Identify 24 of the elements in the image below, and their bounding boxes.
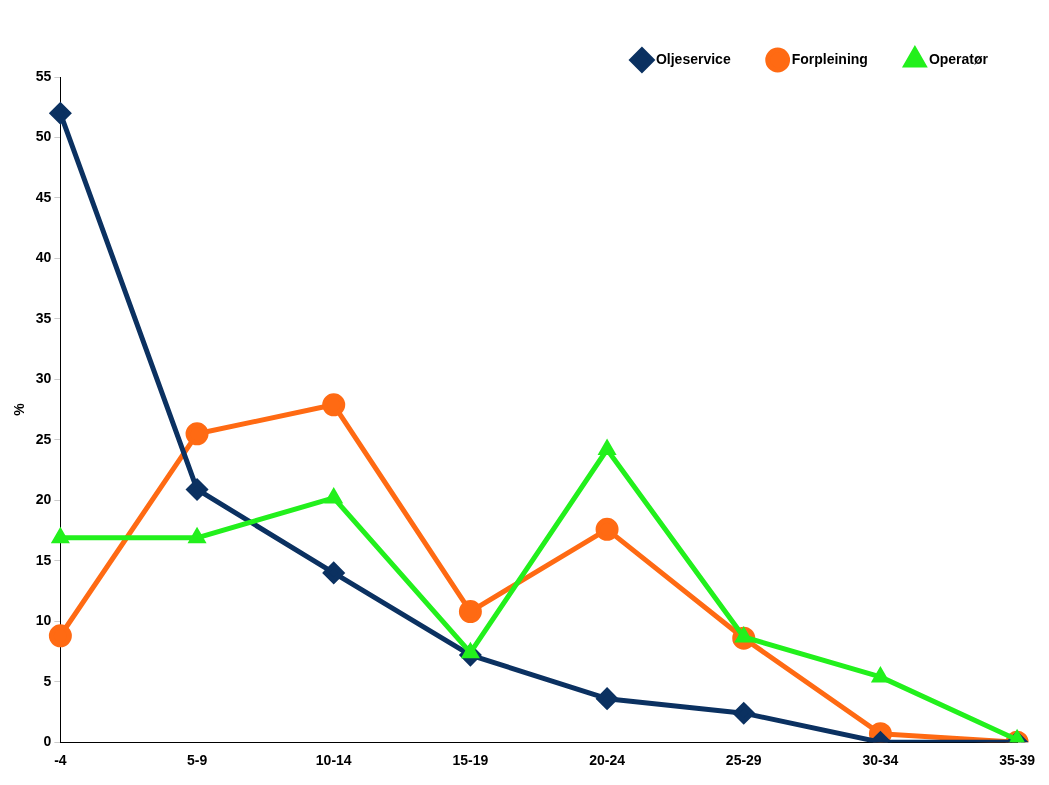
y-tick-label: 55 [35, 67, 52, 84]
legend-label: Forpleining [791, 50, 868, 67]
y-axis-title: % [11, 402, 28, 416]
y-tick-label: 10 [35, 612, 52, 629]
x-tick-label: 15-19 [452, 752, 489, 769]
y-tick-label: 40 [35, 249, 52, 266]
y-tick-label: 50 [35, 128, 52, 145]
y-tick-label: 30 [35, 370, 52, 387]
x-tick-label: 35-39 [999, 752, 1036, 769]
y-tick-label: 25 [35, 430, 52, 447]
x-tick-label: 30-34 [862, 752, 899, 769]
x-tick-label: 25-29 [725, 752, 762, 769]
y-tick-label: 20 [35, 491, 52, 508]
x-tick-label: 5-9 [186, 752, 208, 769]
y-tick-label: 0 [43, 733, 52, 750]
x-tick-label: 10-14 [315, 752, 352, 769]
legend-label: Oljeservice [655, 50, 731, 67]
legend-label: Operatør [928, 50, 989, 67]
y-tick-label: 35 [35, 309, 52, 326]
x-tick-label: -4 [54, 752, 67, 769]
y-tick-label: 5 [43, 672, 52, 689]
y-tick-label: 15 [35, 551, 52, 568]
x-tick-label: 20-24 [589, 752, 626, 769]
y-tick-label: 45 [35, 188, 52, 205]
